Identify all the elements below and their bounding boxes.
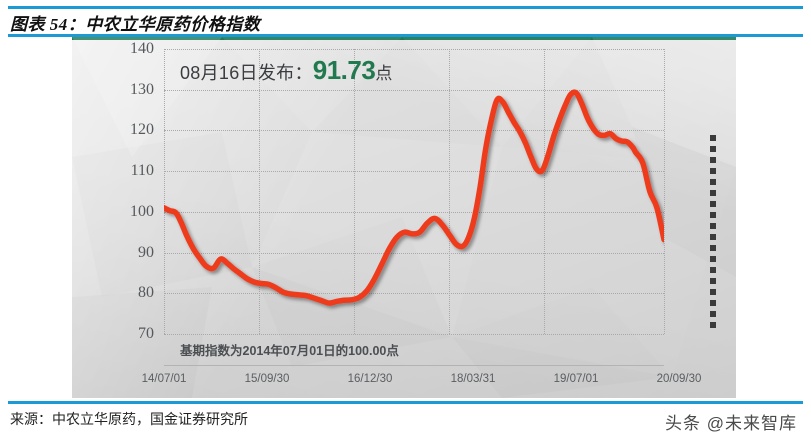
gridline-120 [164, 130, 664, 132]
header-divider-bottom [8, 34, 803, 37]
y-axis: 140 130 120 110 100 90 80 70 [104, 40, 154, 342]
x-tick-5: 20/09/30 [656, 373, 702, 385]
footer-divider [8, 401, 803, 404]
y-tick-70: 70 [138, 325, 154, 342]
gridline-x-0 [164, 49, 165, 334]
gridline-x-3 [449, 49, 450, 334]
y-tick-140: 140 [130, 40, 154, 57]
gridline-70 [164, 334, 664, 335]
page-title: 图表 54：中农立华原药价格指数 [10, 15, 261, 34]
watermark-label: 头条 @未来智库 [665, 414, 797, 433]
y-tick-120: 120 [130, 121, 154, 139]
chart-image-panel: 140 130 120 110 100 90 80 70 [72, 37, 736, 398]
x-axis: 14/07/01 15/09/30 16/12/30 18/03/31 19/0… [142, 373, 724, 391]
gridline-140 [164, 49, 664, 50]
header-divider-top [8, 6, 803, 9]
gridline-110 [164, 171, 664, 173]
y-tick-80: 80 [138, 284, 154, 302]
y-tick-110: 110 [130, 162, 154, 180]
callout-unit: 点 [375, 64, 393, 83]
x-axis-baseline [164, 365, 664, 366]
plot-area [164, 49, 665, 335]
latest-value-callout: 08月16日发布：91.73点 [180, 55, 393, 86]
series-path [164, 89, 664, 306]
y-tick-130: 130 [130, 80, 154, 98]
gridline-x-1 [259, 49, 260, 334]
chart-top-border [72, 37, 736, 40]
source-note: 来源：中农立华原药，国金证券研究所 [10, 413, 248, 428]
y-tick-90: 90 [138, 243, 154, 261]
gridline-100 [164, 211, 664, 213]
x-tick-3: 18/03/31 [450, 373, 496, 385]
gridline-80 [164, 293, 664, 295]
gridline-x-2 [354, 49, 355, 334]
series-line-chart [164, 89, 664, 306]
gridline-90 [164, 252, 664, 254]
gridline-130 [164, 89, 664, 91]
callout-prefix: 08月16日发布： [180, 63, 313, 83]
dotted-vertical-marker-icon [710, 135, 716, 331]
gridline-x-5 [664, 49, 665, 334]
base-index-note: 基期指数为2014年07月01日的100.00点 [180, 344, 399, 358]
callout-value: 91.73 [312, 55, 376, 85]
x-tick-1: 15/09/30 [244, 373, 290, 385]
y-tick-100: 100 [130, 202, 154, 220]
x-tick-2: 16/12/30 [347, 373, 393, 385]
gridline-x-4 [544, 49, 545, 334]
x-tick-4: 19/07/01 [553, 373, 599, 385]
x-tick-0: 14/07/01 [141, 373, 187, 385]
